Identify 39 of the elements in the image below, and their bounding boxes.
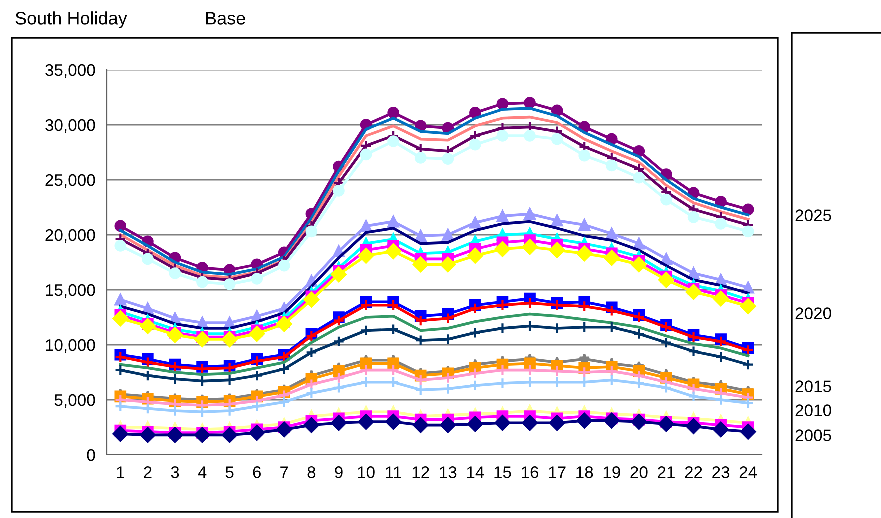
x-tick-label: 11 — [386, 466, 402, 478]
x-tick-label: 10 — [358, 466, 375, 478]
x-tick-label: 22 — [685, 466, 702, 478]
chart-title: South Holiday — [16, 12, 128, 28]
y-tick-label: 35,000 — [46, 64, 96, 78]
y-tick-label: 15,000 — [46, 284, 96, 298]
text: 2020 — [796, 308, 832, 320]
x-tick-label: 9 — [335, 466, 343, 478]
x-tick-label: 6 — [253, 466, 262, 478]
y-tick-label: 10,000 — [46, 339, 96, 354]
chart-subtitle: Base — [206, 12, 246, 25]
x-tick-label: 19 — [604, 466, 620, 478]
x-tick-label: 21 — [658, 466, 675, 478]
x-tick-label: 5 — [226, 466, 234, 478]
text: 2005 — [796, 430, 832, 442]
x-tick-label: 24 — [740, 466, 758, 478]
text: 2025 — [796, 210, 832, 222]
text: 2010 — [796, 404, 832, 416]
x-tick-label: 15 — [494, 466, 512, 478]
x-tick-label: 12 — [412, 466, 430, 478]
x-tick-label: 14 — [467, 466, 484, 478]
x-tick-label: 7 — [280, 466, 288, 478]
y-tick-label: 20,000 — [46, 229, 96, 244]
y-tick-label: 30,000 — [46, 119, 96, 134]
x-tick-label: 2 — [144, 466, 152, 478]
x-tick-label: 4 — [198, 466, 207, 478]
x-tick-label: 16 — [522, 466, 539, 478]
x-tick-label: 17 — [549, 466, 566, 478]
x-tick-label: 20 — [630, 466, 648, 478]
x-tick-label: 18 — [576, 466, 594, 478]
y-tick-label: 25,000 — [46, 174, 96, 188]
x-tick-label: 23 — [712, 466, 730, 478]
x-tick-label: 8 — [308, 466, 316, 478]
x-tick-label: 1 — [117, 466, 124, 478]
y-tick-label: 0 — [87, 449, 96, 462]
text: 2015 — [796, 380, 832, 392]
y-tick-label: 5,000 — [54, 394, 96, 408]
x-tick-label: 3 — [171, 466, 180, 478]
x-tick-label: 13 — [440, 466, 457, 478]
